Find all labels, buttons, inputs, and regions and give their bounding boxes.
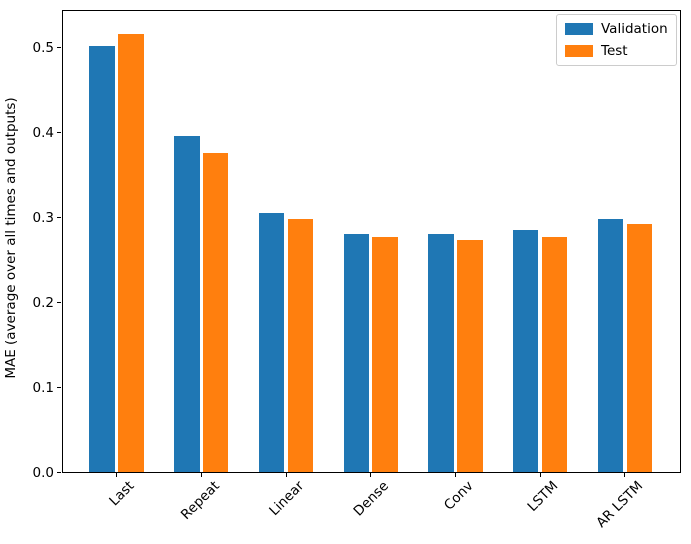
legend-swatch-validation	[565, 23, 593, 35]
axes-spines	[61, 9, 681, 473]
legend-entry-test: Test	[565, 42, 668, 60]
x-tick-label-text: Conv	[441, 478, 477, 514]
x-tick-label-text: Dense	[350, 478, 393, 520]
x-tick	[539, 472, 541, 477]
bar-test-dense	[372, 237, 398, 473]
bar-validation-repeat	[174, 136, 200, 473]
x-tick	[200, 472, 202, 477]
x-tick	[370, 472, 372, 477]
bar-validation-conv	[428, 233, 454, 473]
x-tick-label-text: Repeat	[177, 478, 223, 523]
y-tick	[57, 387, 61, 389]
y-tick-label: 0.2	[32, 294, 54, 311]
bar-test-conv	[457, 239, 483, 473]
x-tick-label-text: Last	[106, 478, 138, 510]
legend-swatch-test	[565, 45, 593, 57]
y-tick-label: 0.5	[32, 39, 54, 56]
x-tick	[285, 472, 287, 477]
y-tick	[57, 472, 61, 474]
y-tick-label: 0.1	[32, 379, 54, 396]
y-tick-label: 0.4	[32, 124, 54, 141]
bar-validation-linear	[258, 212, 285, 473]
y-tick-label: 0.3	[32, 209, 54, 226]
legend-entry-validation: Validation	[565, 20, 668, 38]
bar-test-ar-lstm	[626, 224, 653, 473]
bar-validation-ar-lstm	[597, 219, 624, 473]
bar-test-linear	[287, 218, 314, 473]
y-tick	[57, 132, 61, 134]
y-tick-label: 0.0	[32, 464, 54, 481]
y-tick	[57, 47, 61, 49]
bar-test-last	[118, 34, 144, 473]
legend-label-validation: Validation	[601, 21, 668, 37]
bar-validation-lstm	[513, 229, 539, 473]
legend: Validation Test	[556, 14, 677, 66]
bar-validation-last	[89, 45, 115, 473]
y-tick	[57, 217, 61, 219]
x-tick-label-text: LSTM	[524, 478, 562, 515]
x-tick-label-text: Linear	[266, 478, 308, 519]
y-tick	[57, 302, 61, 304]
legend-label-test: Test	[601, 43, 628, 59]
x-tick	[454, 472, 456, 477]
bar-test-lstm	[541, 237, 568, 473]
x-tick	[624, 472, 626, 477]
x-tick-label-text: AR LSTM	[593, 478, 647, 531]
bar-validation-dense	[343, 233, 370, 473]
x-tick	[116, 472, 118, 477]
bar-test-repeat	[202, 153, 229, 473]
